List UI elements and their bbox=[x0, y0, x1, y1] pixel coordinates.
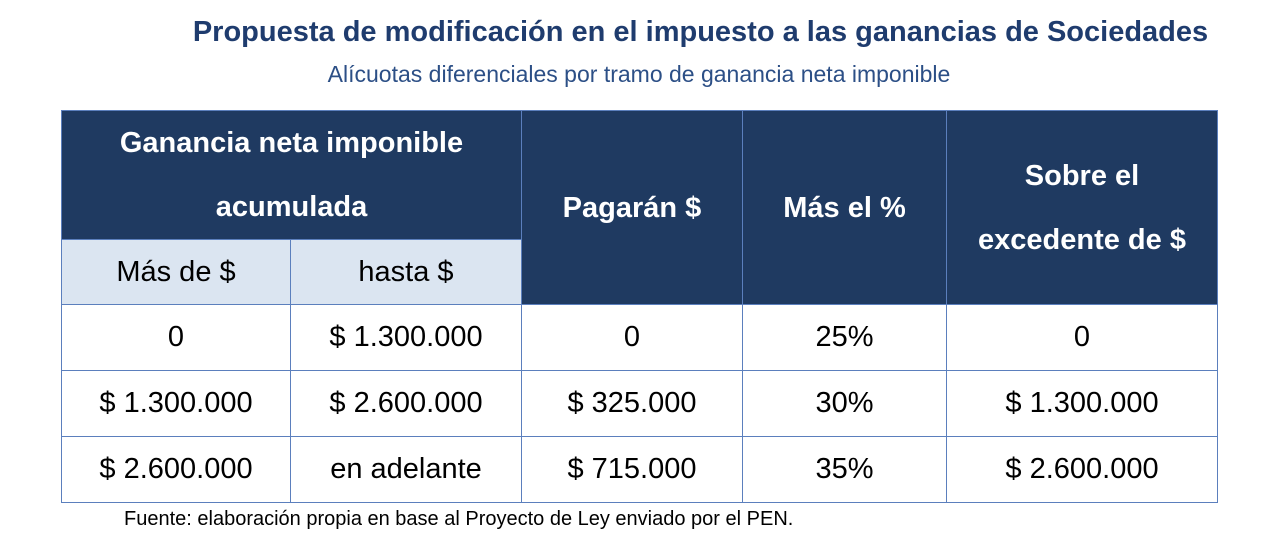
cell-pagaran: $ 715.000 bbox=[521, 436, 743, 503]
cell-porcentaje: 25% bbox=[742, 304, 947, 371]
header-sobre-el-excedente: Sobre el excedente de $ bbox=[946, 110, 1218, 305]
table-row: $ 1.300.000 $ 2.600.000 $ 325.000 30% $ … bbox=[61, 370, 1218, 437]
header-mas-de: Más de $ bbox=[61, 239, 291, 305]
cell-pagaran: $ 325.000 bbox=[521, 370, 743, 437]
cell-porcentaje: 35% bbox=[742, 436, 947, 503]
cell-pagaran: 0 bbox=[521, 304, 743, 371]
subheader-row: Más de $ hasta $ bbox=[61, 239, 1218, 305]
cell-excedente: 0 bbox=[946, 304, 1218, 371]
page-title: Propuesta de modificación en el impuesto… bbox=[192, 16, 1209, 48]
source-note: Fuente: elaboración propia en base al Pr… bbox=[124, 508, 794, 530]
header-mas-el-porcentaje: Más el % bbox=[742, 110, 947, 305]
cell-hasta: en adelante bbox=[290, 436, 522, 503]
header-row: Ganancia neta imponible acumulada Pagará… bbox=[61, 110, 1218, 305]
cell-mas-de: $ 1.300.000 bbox=[61, 370, 291, 437]
header-hasta: hasta $ bbox=[290, 239, 522, 305]
table-row: 0 $ 1.300.000 0 25% 0 bbox=[61, 304, 1218, 371]
cell-mas-de: 0 bbox=[61, 304, 291, 371]
cell-porcentaje: 30% bbox=[742, 370, 947, 437]
cell-excedente: $ 2.600.000 bbox=[946, 436, 1218, 503]
cell-hasta: $ 2.600.000 bbox=[290, 370, 522, 437]
tax-rates-table: Ganancia neta imponible acumulada Pagará… bbox=[61, 110, 1218, 503]
cell-mas-de: $ 2.600.000 bbox=[61, 436, 291, 503]
page-subtitle: Alícuotas diferenciales por tramo de gan… bbox=[327, 61, 951, 87]
header-pagaran: Pagarán $ bbox=[521, 110, 743, 305]
table-row: $ 2.600.000 en adelante $ 715.000 35% $ … bbox=[61, 436, 1218, 503]
header-ganancia-neta: Ganancia neta imponible acumulada bbox=[61, 110, 522, 240]
cell-excedente: $ 1.300.000 bbox=[946, 370, 1218, 437]
cell-hasta: $ 1.300.000 bbox=[290, 304, 522, 371]
